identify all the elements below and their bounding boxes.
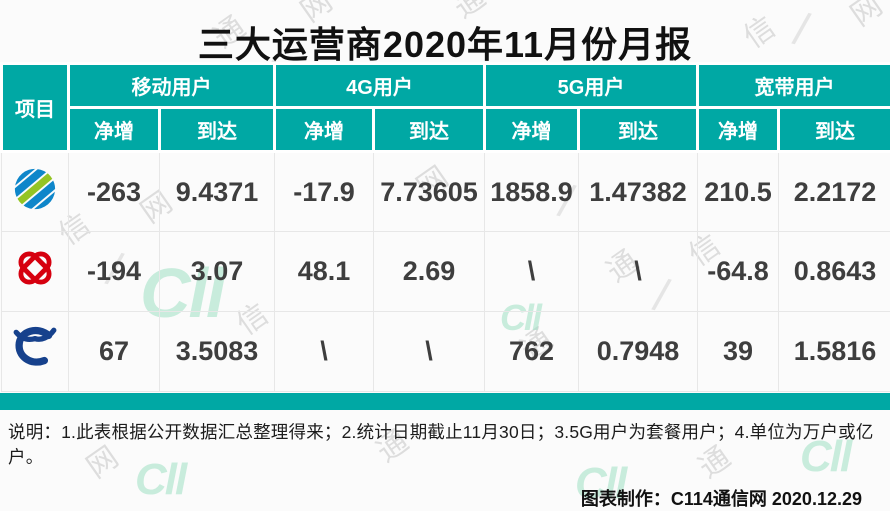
divider-bar <box>0 393 890 410</box>
cell-4g-net: 48.1 <box>274 231 374 312</box>
cell-mobile-total: 9.4371 <box>159 151 275 232</box>
subheader-net-increase: 净增 <box>696 106 780 153</box>
cell-5g-total: 1.47382 <box>578 151 698 232</box>
cell-5g-net: 1858.9 <box>484 151 579 232</box>
cell-mobile-total: 3.5083 <box>159 311 275 392</box>
cell-4g-total: 2.69 <box>373 231 485 312</box>
group-header-mobile-users: 移动用户 <box>67 62 276 109</box>
cell-broadband-net: -64.8 <box>697 231 779 312</box>
cell-4g-net: -17.9 <box>274 151 374 232</box>
cell-broadband-total: 2.2172 <box>778 151 890 232</box>
table-row-china-mobile: -263 9.4371 -17.9 7.73605 1858.9 1.47382… <box>1 151 890 232</box>
subheader-total: 到达 <box>777 106 890 153</box>
subheader-net-increase: 净增 <box>273 106 375 153</box>
group-header-4g-users: 4G用户 <box>273 62 486 109</box>
china-mobile-logo <box>6 160 64 219</box>
china-telecom-logo <box>12 325 58 378</box>
footer-credit: 图表制作：C114通信网 2020.12.29 <box>580 489 862 509</box>
operators-table: 项目 移动用户 4G用户 5G用户 宽带用户 净增 到达 净增 到达 净增 到达… <box>0 62 890 392</box>
cell-mobile-net: -263 <box>68 151 160 232</box>
subheader-total: 到达 <box>577 106 699 153</box>
group-header-5g-users: 5G用户 <box>483 62 699 109</box>
subheader-total: 到达 <box>158 106 276 153</box>
cell-broadband-total: 1.5816 <box>778 311 890 392</box>
operator-logo-cell <box>1 151 69 232</box>
cell-broadband-total: 0.8643 <box>778 231 890 312</box>
operator-logo-cell <box>1 311 69 392</box>
china-unicom-logo <box>13 246 57 297</box>
cell-broadband-net: 210.5 <box>697 151 779 232</box>
cell-5g-net: \ <box>484 231 579 312</box>
cell-4g-total: \ <box>373 311 485 392</box>
cell-5g-total: \ <box>578 231 698 312</box>
page-title: 三大运营商2020年11月份月报 <box>197 24 693 65</box>
corner-header-project: 项目 <box>0 62 70 153</box>
cell-mobile-net: -194 <box>68 231 160 312</box>
notes-text: 说明：1.此表根据公开数据汇总整理得来；2.统计日期截止11月30日；3.5G用… <box>8 422 874 467</box>
cell-5g-total: 0.7948 <box>578 311 698 392</box>
cell-mobile-net: 67 <box>68 311 160 392</box>
table-row-china-unicom: -194 3.07 48.1 2.69 \ \ -64.8 0.8643 <box>1 231 890 312</box>
subheader-net-increase: 净增 <box>483 106 580 153</box>
operator-logo-cell <box>1 231 69 312</box>
table-row-china-telecom: 67 3.5083 \ \ 762 0.7948 39 1.5816 <box>1 311 890 392</box>
cell-5g-net: 762 <box>484 311 579 392</box>
cell-broadband-net: 39 <box>697 311 779 392</box>
cell-4g-total: 7.73605 <box>373 151 485 232</box>
group-header-broadband-users: 宽带用户 <box>696 62 890 109</box>
cell-4g-net: \ <box>274 311 374 392</box>
cell-mobile-total: 3.07 <box>159 231 275 312</box>
subheader-net-increase: 净增 <box>67 106 161 153</box>
subheader-total: 到达 <box>372 106 486 153</box>
